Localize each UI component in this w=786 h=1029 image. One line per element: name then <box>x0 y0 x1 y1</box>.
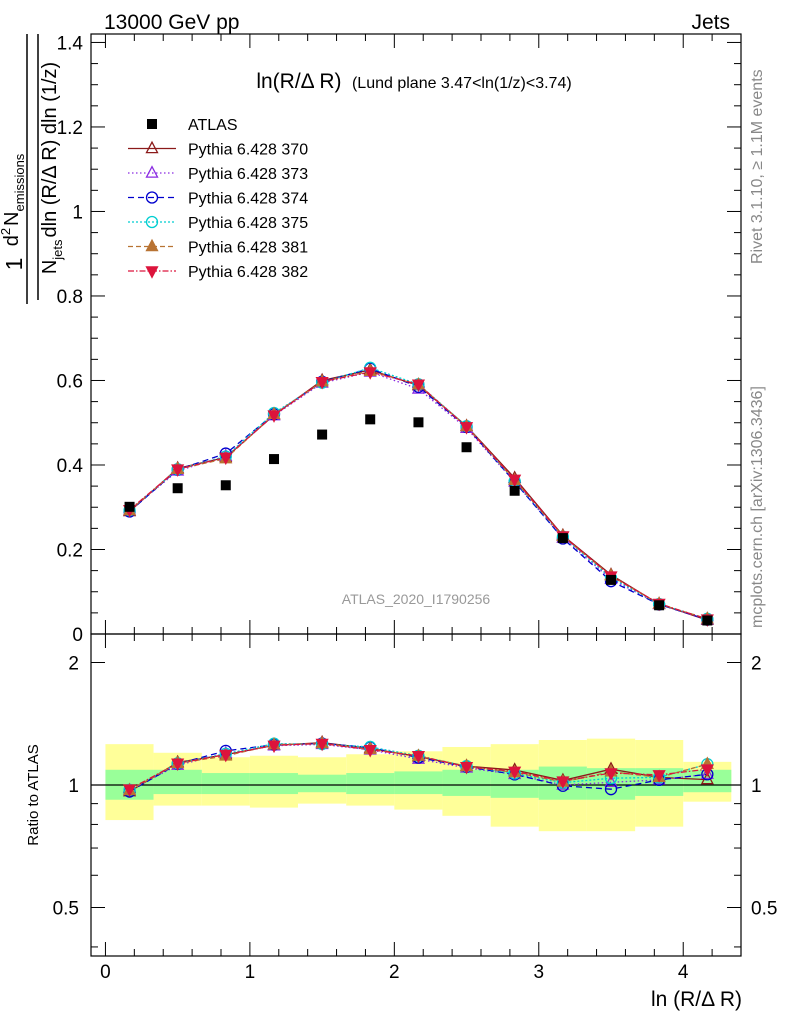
header-process: Jets <box>691 11 730 34</box>
x-axis-label: ln (R/Δ R) <box>651 988 742 1011</box>
rivet-label: Rivet 3.1.10, ≥ 1.1M events <box>749 69 766 264</box>
ratio-point-5 <box>219 749 233 763</box>
ratio-point-1 <box>604 774 618 788</box>
ratio-point-1 <box>700 766 714 780</box>
ratio-panel: 0.5 0.5 1 1 2 2 <box>53 633 777 957</box>
ratio-point-5 <box>171 758 185 772</box>
y-tick-label: 0.4 <box>57 456 84 477</box>
series-point-5 <box>315 376 329 390</box>
series-point-5 <box>267 410 281 423</box>
ratio-tick-label-left: 1 <box>68 776 79 797</box>
ratio-point-5 <box>363 745 377 758</box>
legend-label-data: ATLAS <box>188 117 238 134</box>
x-tick-label: 0 <box>100 962 111 983</box>
legend-marker-3 <box>145 215 159 229</box>
series-point-5 <box>411 379 426 393</box>
svg-text:Njetsdln (R/Δ R) dln (1/z): Njetsdln (R/Δ R) dln (1/z) <box>39 62 65 274</box>
data-point <box>220 480 231 491</box>
ratio-point-5 <box>315 738 329 752</box>
svg-text:d2Nemissions: d2Nemissions <box>0 153 27 246</box>
legend-label-5: Pythia 6.428 382 <box>188 264 308 281</box>
ratio-tick-label-right: 0.5 <box>751 898 777 919</box>
ratio-y-axis-label: Ratio to ATLAS <box>25 744 42 845</box>
series-point-5 <box>171 464 185 477</box>
x-tick-label: 4 <box>678 962 689 983</box>
ratio-point-5 <box>459 762 474 775</box>
ratio-frame <box>90 633 742 957</box>
data-point <box>124 501 135 512</box>
data-point <box>702 615 713 626</box>
data-point <box>365 414 376 425</box>
legend-marker-0 <box>145 140 159 154</box>
ratio-point-5 <box>122 784 137 797</box>
plot-title: ln(R/Δ R) (Lund plane 3.47<ln(1/z)<3.74) <box>256 70 571 93</box>
ratio-tick-label-right: 2 <box>751 654 762 675</box>
main-panel: 0 0.2 0.4 0.6 0.8 1 1.2 1.4 <box>57 33 742 646</box>
ratio-band-inner <box>201 773 250 795</box>
ratio-point-5 <box>556 776 570 789</box>
analysis-label: ATLAS_2020_I1790256 <box>342 591 491 607</box>
series-line-5 <box>129 371 708 620</box>
ratio-band-inner <box>346 773 395 795</box>
data-point <box>654 600 665 611</box>
legend-label-3: Pythia 6.428 375 <box>188 215 308 232</box>
ratio-point-5 <box>604 768 618 781</box>
ratio-point-5 <box>700 764 714 777</box>
legend-marker-4 <box>145 238 159 252</box>
legend-label-1: Pythia 6.428 373 <box>188 166 308 183</box>
series-point-5 <box>508 474 522 488</box>
data-point <box>606 574 616 585</box>
ratio-tick-label-left: 0.5 <box>53 898 79 919</box>
ratio-tick-label-left: 2 <box>68 654 79 675</box>
legend-marker-2 <box>145 191 159 204</box>
ratio-tick-label-right: 1 <box>751 776 762 797</box>
legend-marker-5 <box>145 266 159 279</box>
x-tick-label: 3 <box>533 962 544 983</box>
data-point <box>557 533 568 544</box>
legend-label-0: Pythia 6.428 370 <box>188 142 308 159</box>
x-tick-label: 2 <box>389 962 400 983</box>
legend-label-4: Pythia 6.428 381 <box>188 240 308 257</box>
y-tick-label: 0 <box>72 625 83 646</box>
data-point <box>317 429 328 440</box>
data-point <box>413 417 424 428</box>
legend-label-2: Pythia 6.428 374 <box>188 191 308 208</box>
series-point-5 <box>363 367 377 380</box>
ratio-point-5 <box>508 766 522 780</box>
data-point <box>172 483 183 494</box>
header-energy: 13000 GeV pp <box>104 11 239 34</box>
y-tick-label: 0.8 <box>57 287 83 308</box>
ratio-band-inner <box>297 774 347 793</box>
y-tick-label: 1 <box>72 202 83 223</box>
y-tick-label: 1.2 <box>57 118 83 139</box>
legend-marker-data <box>147 119 157 129</box>
y-tick-label: 0.2 <box>57 540 83 561</box>
ratio-point-5 <box>267 740 281 754</box>
legend-marker-1 <box>145 165 159 178</box>
legend: ATLAS Pythia 6.428 370 Pythia 6.428 373 Pyt… <box>128 117 308 281</box>
y-tick-label: 0.6 <box>57 371 83 392</box>
y-tick-label: 1.4 <box>57 33 84 54</box>
ratio-line-1 <box>129 743 708 791</box>
series-point-5 <box>459 422 474 435</box>
x-tick-label: 1 <box>245 962 256 983</box>
y-axis-label: 1 d2Nemissions Njetsdln (R/Δ R) dln (1/z… <box>0 34 65 304</box>
data-point <box>269 454 280 465</box>
ratio-band-inner <box>249 773 298 795</box>
ratio-point-5 <box>411 751 426 764</box>
mcplots-label: mcplots.cern.ch [arXiv:1306.3436] <box>749 386 766 628</box>
data-point <box>509 485 520 496</box>
data-point <box>461 442 472 453</box>
series-point-5 <box>219 452 233 466</box>
ratio-band-inner <box>394 771 443 795</box>
ratio-point-5 <box>652 770 666 783</box>
svg-text:1: 1 <box>1 258 27 271</box>
